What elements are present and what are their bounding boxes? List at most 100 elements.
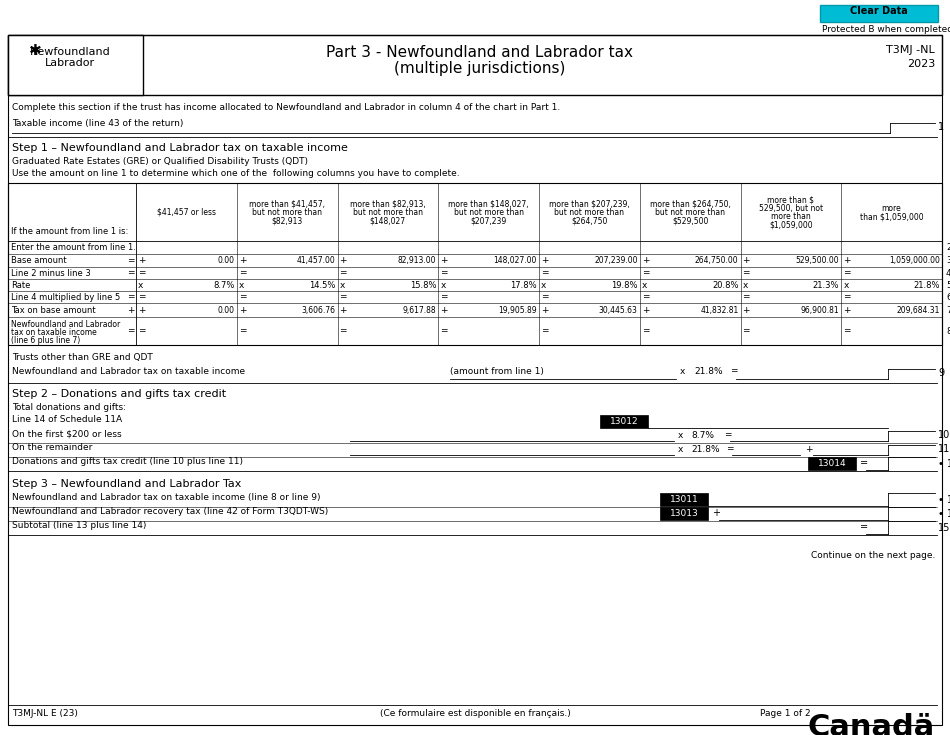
Bar	[8, 183, 942, 345]
Text: Step 2 – Donations and gifts tax credit: Step 2 – Donations and gifts tax credit	[12, 389, 226, 399]
Text: +: +	[339, 256, 347, 265]
Text: =: =	[339, 293, 347, 301]
Text: x: x	[844, 281, 848, 290]
Text: 82,913.00: 82,913.00	[398, 256, 436, 265]
Text: =: =	[440, 268, 447, 278]
Text: 8.7%: 8.7%	[214, 281, 235, 290]
Text: x: x	[541, 281, 546, 290]
Text: but not more than: but not more than	[252, 208, 322, 217]
Text: On the remainder: On the remainder	[12, 443, 92, 452]
Text: =: =	[743, 326, 750, 335]
Text: Trusts other than GRE and QDT: Trusts other than GRE and QDT	[12, 353, 153, 362]
Text: more: more	[882, 204, 902, 212]
Text: 0.00: 0.00	[218, 306, 235, 315]
Text: +: +	[805, 445, 812, 453]
Text: =: =	[726, 445, 733, 453]
Text: T3MJ -NL: T3MJ -NL	[886, 45, 935, 55]
Text: (line 6 plus line 7): (line 6 plus line 7)	[11, 336, 80, 345]
Text: (Ce formulaire est disponible en français.): (Ce formulaire est disponible en françai…	[380, 709, 570, 718]
Text: x: x	[339, 281, 345, 290]
Text: Canadä: Canadä	[808, 713, 935, 735]
Text: more than $207,239,: more than $207,239,	[549, 199, 630, 208]
Text: 19,905.89: 19,905.89	[499, 306, 537, 315]
Text: ✱: ✱	[28, 43, 42, 58]
Text: =: =	[844, 293, 851, 301]
Text: =: =	[642, 268, 649, 278]
Text: +: +	[743, 256, 750, 265]
Text: Taxable income (line 43 of the return): Taxable income (line 43 of the return)	[12, 119, 183, 128]
Text: $148,027: $148,027	[370, 216, 406, 225]
Text: +: +	[138, 306, 145, 315]
Text: 13014: 13014	[818, 459, 846, 468]
Text: +: +	[127, 306, 135, 315]
Text: • 14: • 14	[938, 509, 950, 519]
Text: 17.8%: 17.8%	[510, 281, 537, 290]
Text: =: =	[238, 326, 246, 335]
Text: =: =	[127, 293, 135, 301]
Text: =: =	[541, 293, 548, 301]
Text: (amount from line 1): (amount from line 1)	[450, 367, 543, 376]
Text: 9: 9	[938, 368, 944, 378]
Text: 21.3%: 21.3%	[813, 281, 839, 290]
Text: =: =	[724, 431, 732, 440]
Text: 19.8%: 19.8%	[611, 281, 637, 290]
Text: Line 14 of Schedule 11A: Line 14 of Schedule 11A	[12, 415, 123, 424]
Bar	[808, 457, 856, 470]
Text: Page 1 of 2: Page 1 of 2	[760, 709, 810, 718]
Text: 15.8%: 15.8%	[409, 281, 436, 290]
Text: 21.8%: 21.8%	[694, 367, 723, 376]
Text: =: =	[743, 268, 750, 278]
Text: 4: 4	[946, 268, 950, 278]
Text: =: =	[541, 268, 548, 278]
Text: 9,617.88: 9,617.88	[403, 306, 436, 315]
Text: Protected B when completed: Protected B when completed	[822, 25, 950, 34]
Text: more than: more than	[771, 212, 810, 221]
Text: 96,900.81: 96,900.81	[801, 306, 839, 315]
Text: 2: 2	[946, 243, 950, 252]
Text: more than $148,027,: more than $148,027,	[448, 199, 529, 208]
Text: =: =	[127, 326, 135, 335]
Text: +: +	[440, 256, 447, 265]
Text: =: =	[127, 256, 135, 265]
Text: =: =	[730, 367, 737, 376]
Text: Complete this section if the trust has income allocated to Newfoundland and Labr: Complete this section if the trust has i…	[12, 103, 560, 112]
Text: Total donations and gifts:: Total donations and gifts:	[12, 403, 126, 412]
Text: tax on taxable income: tax on taxable income	[11, 328, 97, 337]
Text: Line 4 multiplied by line 5: Line 4 multiplied by line 5	[11, 293, 121, 301]
Text: 8: 8	[946, 326, 950, 335]
Text: Use the amount on line 1 to determine which one of the  following columns you ha: Use the amount on line 1 to determine wh…	[12, 169, 460, 178]
Text: =: =	[844, 326, 851, 335]
Text: 20.8%: 20.8%	[712, 281, 738, 290]
Text: 3,606.76: 3,606.76	[301, 306, 335, 315]
Bar	[820, 5, 938, 22]
Text: T3MJ-NL E (23): T3MJ-NL E (23)	[12, 709, 78, 718]
Bar	[600, 415, 648, 428]
Text: 1,059,000.00: 1,059,000.00	[889, 256, 940, 265]
Text: Tax on base amount: Tax on base amount	[11, 306, 96, 315]
Text: 13013: 13013	[670, 509, 698, 518]
Text: but not more than: but not more than	[352, 208, 423, 217]
Text: 41,457.00: 41,457.00	[296, 256, 335, 265]
Text: Line 2 minus line 3: Line 2 minus line 3	[11, 268, 91, 278]
Text: +: +	[541, 256, 548, 265]
Text: 13012: 13012	[610, 417, 638, 426]
Text: =: =	[642, 293, 649, 301]
Text: +: +	[642, 306, 649, 315]
Text: Labrador: Labrador	[45, 58, 95, 68]
Text: =: =	[743, 293, 750, 301]
Text: 207,239.00: 207,239.00	[595, 256, 637, 265]
Text: x: x	[680, 367, 685, 376]
Text: =: =	[860, 523, 868, 532]
Text: x: x	[743, 281, 748, 290]
Text: 13011: 13011	[670, 495, 698, 504]
Text: =: =	[138, 268, 145, 278]
Text: more than $: more than $	[768, 195, 814, 204]
Text: =: =	[860, 459, 868, 468]
Text: Base amount: Base amount	[11, 256, 67, 265]
Text: +: +	[339, 306, 347, 315]
Text: =: =	[339, 268, 347, 278]
Text: Graduated Rate Estates (GRE) or Qualified Disability Trusts (QDT): Graduated Rate Estates (GRE) or Qualifie…	[12, 157, 308, 166]
Text: =: =	[541, 326, 548, 335]
Text: than $1,059,000: than $1,059,000	[860, 212, 923, 221]
Text: +: +	[712, 509, 720, 518]
